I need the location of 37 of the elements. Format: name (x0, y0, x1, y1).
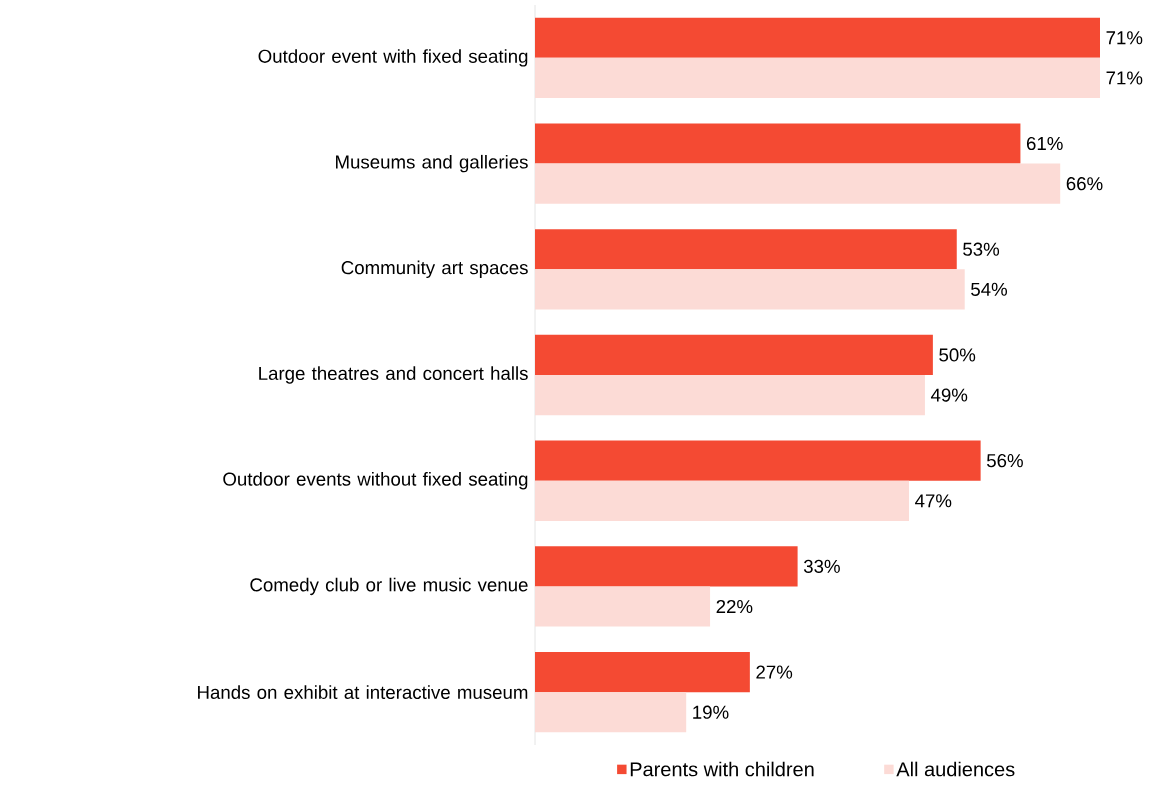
bar (535, 163, 1061, 204)
bar (535, 375, 925, 416)
data-label: 61% (1026, 136, 1063, 151)
data-label: 19% (693, 705, 729, 719)
y-tick-label: Comedy club or live music venue (250, 577, 528, 596)
y-tick-label: Community art spaces (341, 260, 528, 278)
data-label: 71% (1106, 31, 1143, 45)
data-label: 47% (915, 494, 952, 508)
bar (535, 546, 798, 587)
y-tick-label: Museums and galleries (336, 154, 528, 173)
data-label: 53% (963, 242, 1000, 256)
bar (535, 586, 711, 627)
data-label: 49% (930, 388, 968, 402)
bar (535, 123, 1021, 164)
data-label: 54% (971, 282, 1008, 296)
data-label: 50% (939, 348, 976, 362)
y-tick-label: Large theatres and concert halls (259, 366, 528, 384)
data-label: 27% (756, 665, 793, 679)
data-label: 33% (803, 559, 840, 573)
bar (535, 334, 933, 376)
bar (535, 229, 957, 270)
legend-label: All audiences (896, 761, 1015, 777)
data-label: 66% (1066, 177, 1103, 191)
data-label: 71% (1106, 71, 1143, 85)
data-label: 56% (986, 454, 1023, 468)
bar (535, 651, 750, 693)
bar (535, 269, 965, 310)
bar (535, 17, 1100, 58)
bar (535, 480, 910, 521)
y-tick-label: Outdoor event with fixed seating (258, 49, 528, 67)
y-tick-label: Hands on exhibit at interactive museum (198, 685, 528, 700)
data-label: 22% (716, 599, 753, 614)
bar (535, 57, 1100, 99)
bar (535, 440, 981, 481)
y-tick-label: Outdoor events without fixed seating (223, 472, 528, 490)
legend-label: Parents with children (630, 761, 814, 777)
bar (535, 692, 687, 733)
